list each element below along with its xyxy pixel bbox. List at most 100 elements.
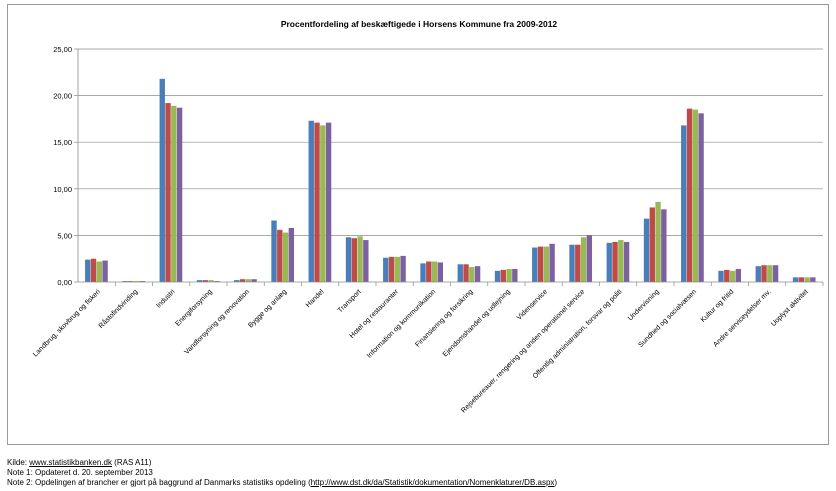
bar [176, 107, 183, 282]
bar [575, 244, 581, 282]
bar [735, 268, 742, 282]
bar [718, 270, 724, 282]
x-tick-label: Råstofindvinding [97, 288, 139, 330]
bar [537, 246, 544, 282]
source-link[interactable]: www.statistikbanken.dk [29, 458, 112, 467]
bar [772, 265, 779, 282]
bar [133, 281, 140, 282]
x-tick-label: Rejsebureauer, rengøring og anden operat… [460, 288, 586, 414]
bar [798, 277, 804, 282]
bar [569, 244, 575, 282]
bar [618, 240, 624, 282]
bar [288, 227, 295, 282]
axes [77, 49, 824, 286]
x-tick-label: Landbrug, skovbrug og fiskeri [32, 288, 102, 358]
note-2: Note 2: Opdelingen af brancher er gjort … [7, 478, 557, 488]
bar [90, 258, 97, 282]
x-tick-label: Energiforsyning [174, 288, 213, 327]
bar [681, 125, 687, 282]
bar [792, 277, 799, 282]
bar [698, 113, 704, 282]
x-tick-label: Information og kommunikation [366, 288, 437, 359]
bar [649, 207, 655, 282]
bar [96, 261, 102, 282]
bar [388, 256, 395, 282]
y-tick-label: 20,00 [53, 92, 72, 101]
bar [724, 269, 730, 282]
bar [767, 265, 773, 282]
bar [506, 268, 512, 282]
bar [494, 270, 501, 282]
note-2-link[interactable]: http://www.dst.dk/da/Statistik/dokumenta… [310, 478, 555, 487]
bar [755, 266, 761, 282]
x-tick-label: Ejendomshandel og udlejning [442, 288, 512, 358]
bar [325, 122, 332, 283]
y-tick-label: 5,00 [57, 231, 72, 240]
bar [549, 243, 555, 282]
bar [580, 237, 587, 282]
bar [214, 281, 220, 282]
bar [463, 264, 469, 282]
bar [474, 266, 481, 282]
y-tick-label: 0,00 [57, 278, 72, 287]
bar [196, 280, 203, 282]
bar [804, 277, 810, 282]
bar [363, 240, 369, 282]
chart-frame: Procentfordeling af beskæftigede i Horse… [7, 4, 829, 445]
bar [245, 279, 251, 282]
bar-chart: Procentfordeling af beskæftigede i Horse… [32, 19, 824, 415]
bar [357, 236, 363, 282]
bar [383, 257, 389, 282]
bar [612, 241, 618, 282]
x-tick-label: Uoplyst aktivitet [770, 288, 810, 328]
x-tick-label: Bygge og anlæg [247, 288, 288, 329]
bar [761, 265, 767, 282]
bar [623, 241, 630, 282]
bar [239, 279, 246, 282]
x-tick-label: Undervisning [627, 288, 661, 322]
bar [532, 247, 538, 282]
bar [420, 263, 426, 282]
x-tick-label: Industri [155, 288, 176, 309]
bar [437, 262, 444, 282]
bar [234, 280, 240, 282]
bar [165, 103, 171, 282]
x-tick-label: Transport [337, 288, 363, 314]
gridlines [78, 48, 823, 236]
bar [586, 235, 593, 282]
bar [606, 242, 612, 282]
bar [282, 232, 289, 282]
bar [320, 125, 326, 282]
x-tick-label: Kultur og fritid [700, 288, 736, 324]
bar [400, 255, 406, 282]
chart-notes: Kilde: www.statistikbanken.dk (RAS A11) … [7, 458, 557, 488]
bar [426, 261, 432, 282]
bar [139, 281, 146, 282]
bar [655, 201, 661, 282]
y-tick-label: 25,00 [53, 45, 72, 54]
x-axis-labels: Landbrug, skovbrug og fiskeriRåstofindvi… [32, 288, 810, 415]
x-tick-label: Offentlig administration, forsvar og pol… [532, 288, 624, 380]
bar [692, 109, 698, 282]
bar [271, 220, 277, 282]
bar [457, 264, 463, 282]
source-line: Kilde: www.statistikbanken.dk (RAS A11) [7, 458, 557, 468]
bar [729, 270, 736, 282]
chart-title: Procentfordeling af beskæftigede i Horse… [281, 19, 558, 29]
bar [102, 260, 108, 282]
bar [686, 108, 693, 282]
bar [128, 281, 134, 282]
bar [122, 281, 128, 282]
x-tick-label: Videnservice [516, 288, 549, 321]
x-tick-label: Handel [305, 288, 326, 309]
bar [277, 229, 283, 282]
note-1: Note 1: Opdateret d. 20. september 2013 [7, 468, 153, 477]
y-tick-label: 15,00 [53, 138, 72, 147]
bar [159, 78, 165, 282]
bar [469, 267, 475, 282]
bar [202, 280, 208, 282]
bar [85, 259, 91, 282]
bar [431, 261, 438, 282]
bar [512, 268, 518, 282]
bar [171, 105, 177, 283]
